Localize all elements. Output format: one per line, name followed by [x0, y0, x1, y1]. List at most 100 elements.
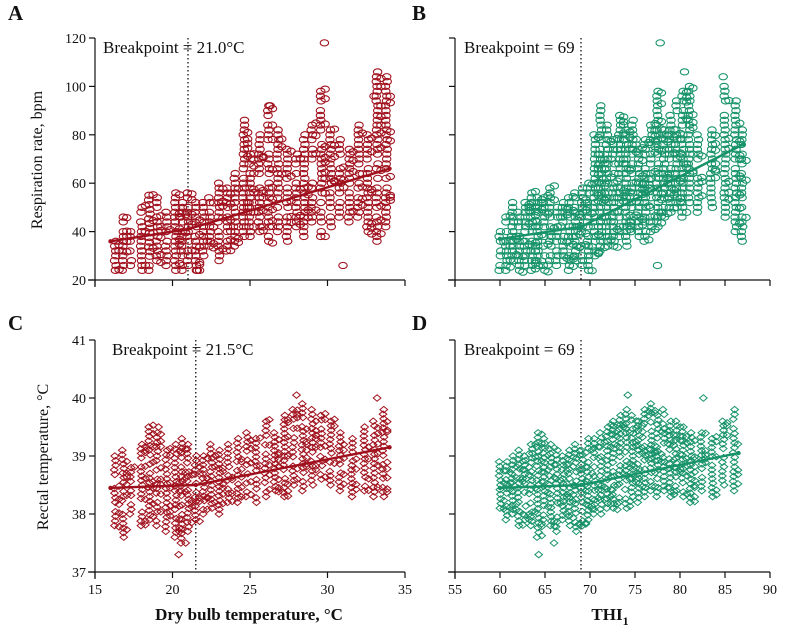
data-point: [170, 203, 181, 212]
data-point: [182, 449, 192, 458]
data-point: [320, 120, 330, 128]
data-point: [495, 462, 505, 471]
x-tick-label: 20: [166, 583, 180, 598]
data-point: [519, 488, 530, 497]
data-point: [728, 415, 738, 424]
data-point: [653, 174, 664, 183]
data-point: [653, 145, 664, 153]
data-point: [564, 502, 574, 511]
data-point: [325, 150, 335, 158]
data-point: [270, 437, 280, 446]
data-point: [533, 252, 543, 260]
data-point: [494, 471, 504, 480]
data-point: [218, 484, 228, 492]
data-point: [720, 165, 730, 173]
data-point: [652, 203, 663, 212]
data-point: [546, 476, 556, 485]
data-point: [233, 484, 243, 493]
data-point: [608, 458, 618, 467]
data-point: [571, 256, 581, 265]
data-point: [316, 208, 326, 216]
data-point: [652, 140, 662, 149]
data-point: [368, 417, 378, 426]
data-point: [707, 443, 717, 452]
data-point: [552, 203, 563, 212]
data-point: [251, 452, 261, 461]
data-point: [339, 440, 349, 449]
data-point: [532, 218, 542, 226]
data-point: [136, 467, 146, 476]
data-point: [731, 135, 742, 144]
data-point: [684, 198, 695, 207]
data-point: [177, 439, 187, 448]
data-point: [546, 454, 556, 462]
data-point: [233, 443, 243, 452]
data-point: [239, 160, 249, 168]
data-point: [552, 252, 562, 260]
data-point: [204, 194, 214, 202]
fit-line-node: [108, 485, 113, 491]
data-point: [260, 478, 270, 487]
data-point: [571, 527, 581, 536]
data-point: [242, 488, 252, 496]
data-point: [647, 223, 657, 231]
data-point: [733, 440, 743, 448]
data-point: [136, 521, 146, 530]
data-point: [697, 473, 707, 482]
data-point: [263, 232, 274, 241]
data-point: [281, 169, 292, 178]
data-point: [316, 218, 327, 226]
data-point: [382, 488, 392, 496]
data-point: [162, 513, 172, 521]
data-point: [678, 155, 688, 163]
data-point: [228, 203, 239, 212]
data-point: [646, 126, 657, 134]
data-point: [707, 126, 717, 134]
data-point: [249, 169, 259, 178]
data-point: [678, 455, 688, 464]
data-point: [507, 487, 518, 496]
data-point: [253, 189, 264, 197]
data-point: [316, 434, 326, 443]
data-point: [360, 482, 370, 491]
data-point: [300, 208, 310, 216]
data-point: [608, 421, 618, 430]
data-point: [603, 451, 613, 460]
data-point: [706, 194, 716, 202]
data-point: [526, 203, 537, 212]
data-point: [641, 208, 651, 216]
data-point: [583, 496, 593, 505]
data-point: [251, 475, 262, 484]
panel-letter: A: [8, 1, 24, 25]
data-point: [177, 252, 188, 260]
data-point: [587, 502, 597, 511]
data-point: [307, 194, 318, 202]
data-point: [300, 174, 310, 183]
data-point: [291, 169, 302, 178]
data-point: [677, 208, 687, 216]
data-point: [652, 261, 663, 270]
data-point: [533, 523, 543, 532]
data-point: [251, 480, 262, 489]
data-point: [348, 156, 358, 165]
data-point: [741, 176, 751, 184]
data-point: [282, 189, 293, 197]
data-point: [243, 433, 253, 442]
data-point: [298, 432, 308, 440]
fit-line-node: [736, 450, 741, 456]
data-point: [570, 189, 580, 197]
data-point: [603, 461, 613, 470]
data-point: [334, 189, 345, 197]
data-point: [232, 448, 242, 457]
data-point: [269, 428, 279, 437]
data-point: [152, 194, 162, 202]
data-point: [300, 140, 310, 149]
data-point: [370, 478, 380, 487]
data-point: [527, 261, 538, 270]
data-point: [280, 434, 290, 442]
data-point: [353, 135, 364, 144]
data-point: [686, 442, 696, 451]
data-point: [245, 194, 255, 202]
data-point: [187, 496, 197, 505]
